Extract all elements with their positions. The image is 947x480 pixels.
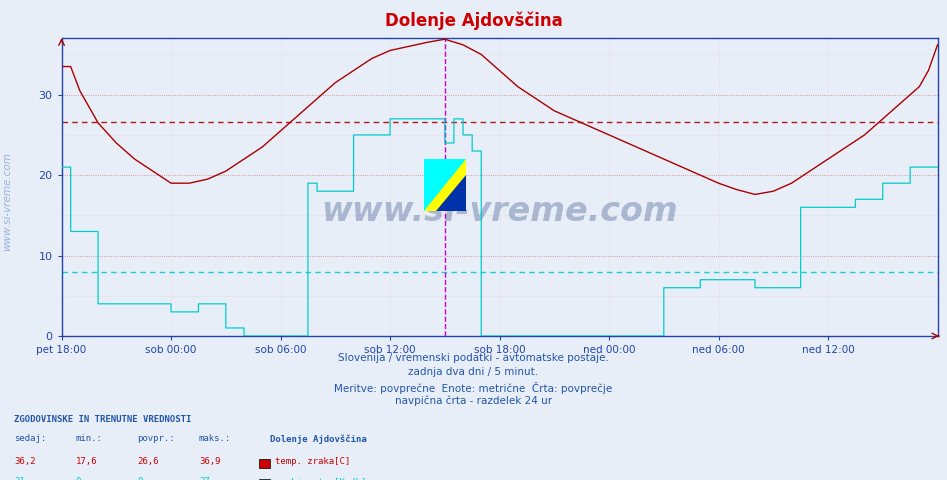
Text: 26,6: 26,6 [137, 457, 159, 467]
Text: www.si-vreme.com: www.si-vreme.com [321, 194, 678, 228]
Polygon shape [423, 159, 466, 211]
Text: 36,2: 36,2 [14, 457, 36, 467]
Polygon shape [437, 175, 466, 211]
Text: 8: 8 [137, 477, 143, 480]
Text: 27: 27 [199, 477, 209, 480]
Text: min.:: min.: [76, 434, 102, 444]
Text: Meritve: povprečne  Enote: metrične  Črta: povprečje: Meritve: povprečne Enote: metrične Črta:… [334, 382, 613, 394]
Text: 21: 21 [14, 477, 25, 480]
Text: Slovenija / vremenski podatki - avtomatske postaje.: Slovenija / vremenski podatki - avtomats… [338, 353, 609, 363]
Text: ZGODOVINSKE IN TRENUTNE VREDNOSTI: ZGODOVINSKE IN TRENUTNE VREDNOSTI [14, 415, 191, 424]
Text: 0: 0 [76, 477, 81, 480]
Text: Dolenje Ajdovščina: Dolenje Ajdovščina [270, 434, 366, 444]
Text: maks.:: maks.: [199, 434, 231, 444]
Text: 36,9: 36,9 [199, 457, 221, 467]
Text: 17,6: 17,6 [76, 457, 98, 467]
Text: sedaj:: sedaj: [14, 434, 46, 444]
Text: navpična črta - razdelek 24 ur: navpična črta - razdelek 24 ur [395, 396, 552, 407]
Text: zadnja dva dni / 5 minut.: zadnja dva dni / 5 minut. [408, 367, 539, 377]
Bar [423, 159, 466, 211]
Text: Dolenje Ajdovščina: Dolenje Ajdovščina [384, 12, 563, 31]
Text: povpr.:: povpr.: [137, 434, 175, 444]
Text: temp. zraka[C]: temp. zraka[C] [275, 457, 349, 467]
Text: www.si-vreme.com: www.si-vreme.com [3, 152, 12, 251]
Text: sunki vetra[Km/h]: sunki vetra[Km/h] [275, 477, 366, 480]
